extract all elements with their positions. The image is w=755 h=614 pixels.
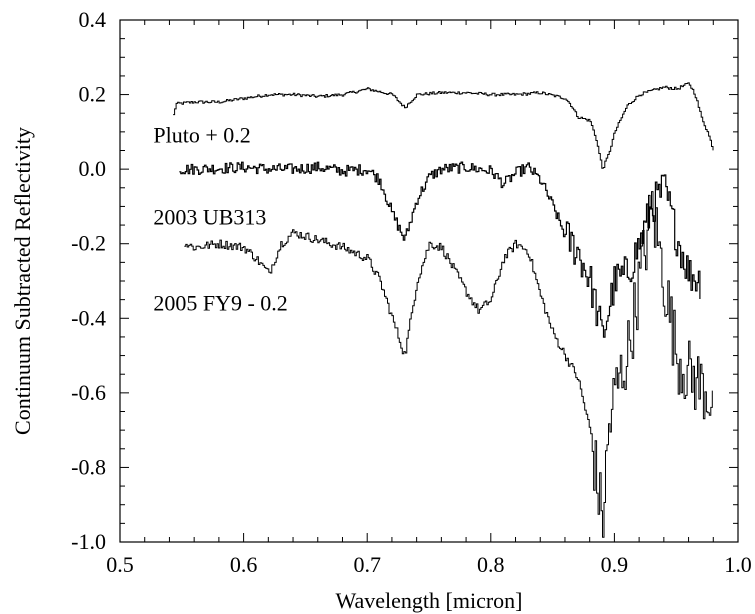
x-tick-label: 0.7 xyxy=(353,552,381,577)
series-line-1 xyxy=(173,82,714,169)
x-tick-label: 0.9 xyxy=(601,552,629,577)
series-label-2: 2003 UB313 xyxy=(153,205,266,230)
plot-frame xyxy=(119,19,739,543)
series-label-1: Pluto + 0.2 xyxy=(153,123,250,148)
x-tick-label: 0.6 xyxy=(230,552,258,577)
series-line-2 xyxy=(179,161,701,338)
series-label-3: 2005 FY9 - 0.2 xyxy=(153,290,287,315)
ticks-layer: 0.5 0.6 0.7 0.8 0.9 1.0 -1.0 -0.8 -0.6 -0.4 -0.2 0.… xyxy=(71,7,752,577)
y-tick-label: -0.4 xyxy=(71,305,106,330)
y-tick-label: -1.0 xyxy=(71,529,106,554)
x-tick-label: 1.0 xyxy=(724,552,752,577)
series-labels: Pluto + 0.2 2003 UB313 2005 FY9 - 0.2 xyxy=(153,123,287,316)
y-axis-label: Continuum Subtracted Reflectivity xyxy=(10,127,35,435)
y-tick-label: 0.4 xyxy=(79,7,107,32)
x-tick-label: 0.8 xyxy=(477,552,505,577)
y-tick-label: -0.2 xyxy=(71,231,106,256)
series-layer xyxy=(173,82,714,538)
y-tick-label: -0.6 xyxy=(71,380,106,405)
y-tick-label: 0.2 xyxy=(79,82,107,107)
x-axis-label: Wavelength [micron] xyxy=(336,588,523,613)
y-tick-label: 0.0 xyxy=(79,156,107,181)
x-tick-label: 0.5 xyxy=(106,552,134,577)
series-line-3 xyxy=(184,191,713,538)
y-tick-label: -0.8 xyxy=(71,454,106,479)
